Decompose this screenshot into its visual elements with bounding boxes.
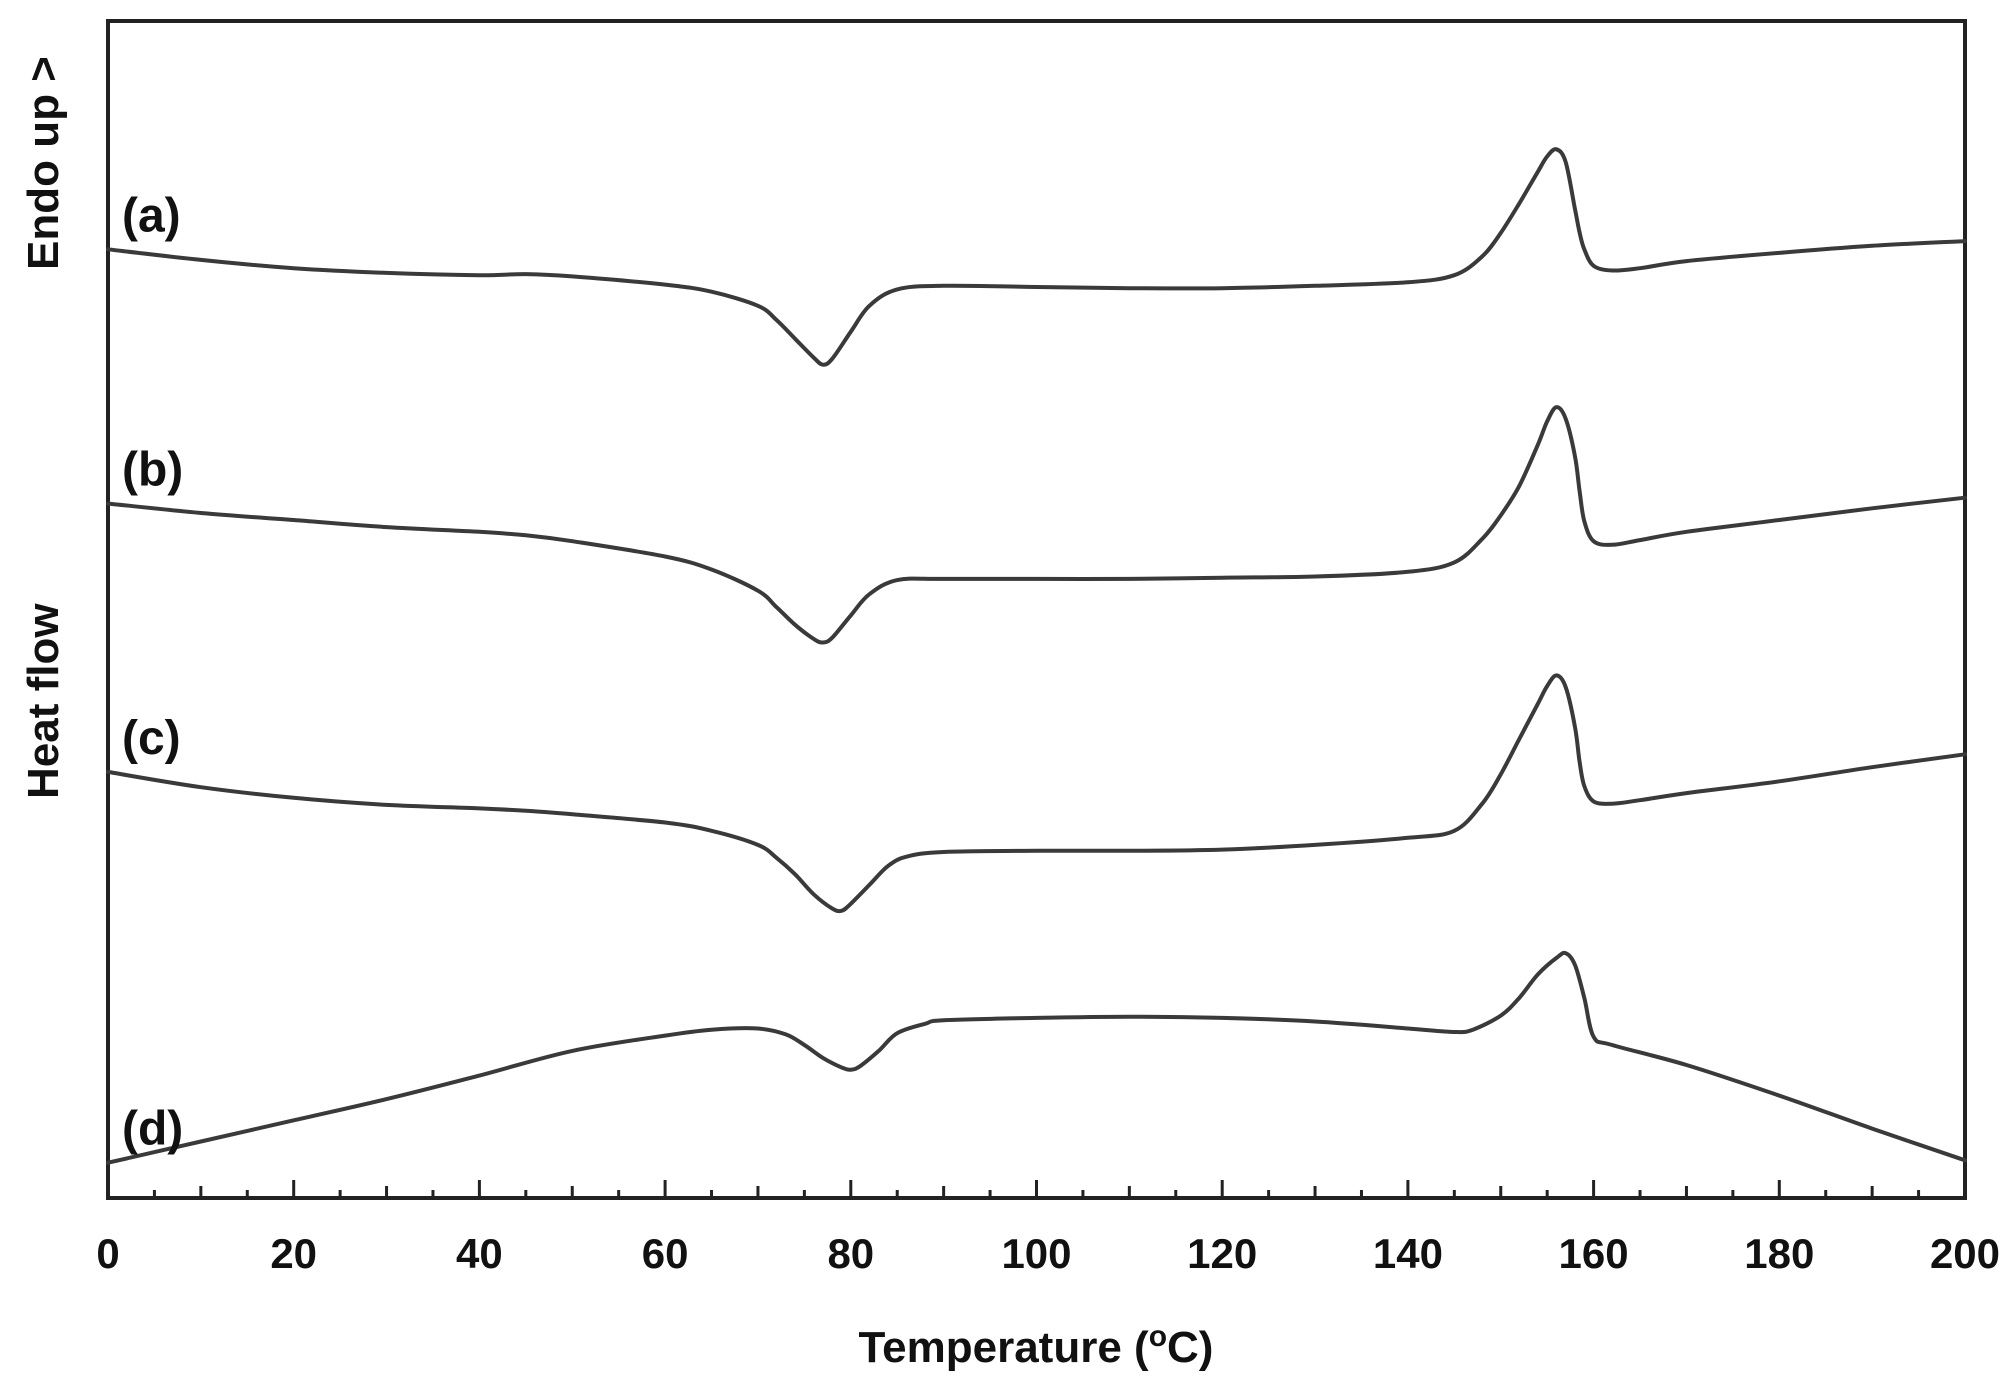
x-tick-label: 160 xyxy=(1559,1230,1629,1277)
x-tick-label: 40 xyxy=(456,1230,503,1277)
series-line-c xyxy=(106,673,1967,914)
series-label-d: (d) xyxy=(122,1103,183,1156)
plot-frame xyxy=(106,19,1967,1200)
x-tick-label: 180 xyxy=(1744,1230,1814,1277)
x-tick-label: 0 xyxy=(96,1230,119,1277)
y-axis-title-heat-flow: Heat flow xyxy=(19,603,68,799)
x-tick-label: 20 xyxy=(270,1230,317,1277)
x-axis-ticks xyxy=(106,1180,1967,1198)
series-label-a: (a) xyxy=(122,189,181,242)
series-line-a xyxy=(106,147,1967,367)
series-labels: (a) (b) (c) (d) xyxy=(122,189,183,1155)
x-axis-tick-labels: 0 20 40 60 80 100 120 140 160 180 200 xyxy=(96,1230,2000,1277)
x-tick-label: 200 xyxy=(1930,1230,2000,1277)
series-label-b: (b) xyxy=(122,444,183,497)
x-tick-label: 100 xyxy=(1001,1230,1071,1277)
x-tick-label: 60 xyxy=(642,1230,689,1277)
x-tick-label: 120 xyxy=(1187,1230,1257,1277)
series-line-d xyxy=(106,950,1967,1165)
series-curves xyxy=(106,147,1967,1165)
x-tick-label: 80 xyxy=(827,1230,874,1277)
x-tick-label: 140 xyxy=(1373,1230,1443,1277)
series-line-b xyxy=(106,405,1967,645)
x-axis-title: Temperature (oC) xyxy=(859,1320,1214,1372)
series-label-c: (c) xyxy=(122,712,181,765)
y-axis-title-endo-up: Endo up > xyxy=(19,56,68,270)
